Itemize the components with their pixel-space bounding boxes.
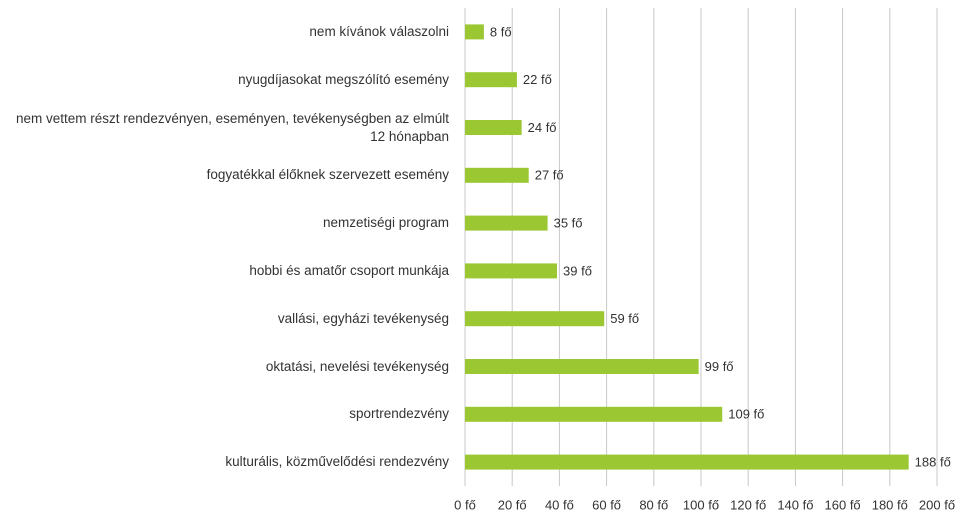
y-tick-label: nem kívánok válaszolni (309, 23, 449, 39)
bar (465, 24, 484, 40)
bar (465, 454, 909, 470)
y-tick-label: kulturális, közművelődési rendezvény (225, 454, 449, 470)
x-tick-label: 140 fő (777, 497, 813, 512)
value-label: 59 fő (610, 311, 639, 326)
value-label: 99 fő (705, 359, 734, 374)
bar (465, 72, 517, 88)
x-tick-label: 120 fő (730, 497, 766, 512)
x-tick-label: 180 fő (872, 497, 908, 512)
value-label: 22 fő (523, 72, 552, 87)
y-tick-label: nem vettem részt rendezvényen, eseményen… (16, 110, 449, 144)
value-label: 188 fő (915, 455, 951, 470)
y-tick-label: fogyatékkal élőknek szervezett esemény (206, 167, 449, 183)
y-tick-label: oktatási, nevelési tevékenység (265, 358, 449, 374)
x-tick-label: 0 fő (454, 497, 476, 512)
x-tick-label: 200 fő (919, 497, 955, 512)
x-tick-label: 60 fő (592, 497, 621, 512)
bar (465, 120, 522, 135)
value-label: 39 fő (563, 263, 592, 278)
x-tick-label: 20 fő (498, 497, 527, 512)
y-tick-label: sportrendezvény (349, 406, 449, 422)
value-label: 8 fő (490, 24, 512, 39)
y-tick-label: vallási, egyházi tevékenység (277, 310, 449, 326)
x-tick-label: 40 fő (545, 497, 574, 512)
bar (465, 215, 548, 231)
value-label: 109 fő (728, 407, 764, 422)
bar (465, 359, 699, 374)
bar (465, 406, 723, 422)
bar (465, 311, 605, 327)
y-tick-label: nemzetiségi program (322, 215, 449, 231)
value-label: 27 fő (535, 168, 564, 183)
y-tick-label: nyugdíjasokat megszólító esemény (238, 71, 449, 87)
x-tick-label: 100 fő (683, 497, 719, 512)
y-tick-label: hobbi és amatőr csoport munkája (249, 262, 449, 278)
x-tick-label: 160 fő (825, 497, 861, 512)
x-tick-label: 80 fő (639, 497, 668, 512)
value-label: 35 fő (554, 216, 583, 231)
bar (465, 167, 529, 183)
value-label: 24 fő (528, 120, 557, 135)
bar (465, 263, 558, 279)
